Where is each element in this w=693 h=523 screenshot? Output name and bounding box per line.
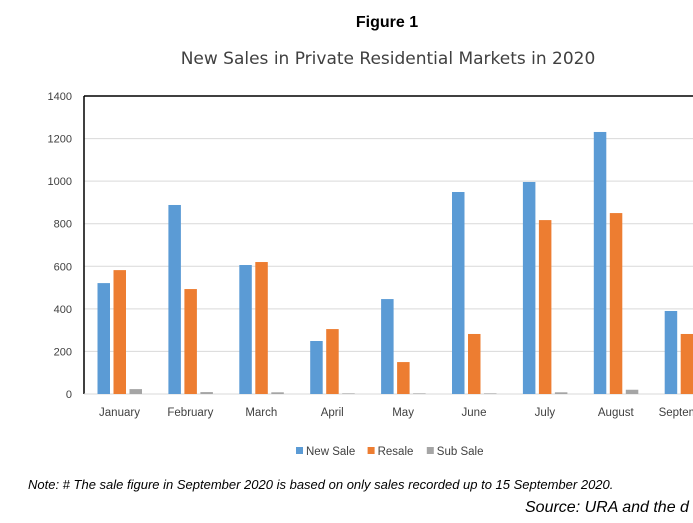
bar-sub-sale-august bbox=[625, 389, 639, 394]
bar-new-sale-july bbox=[522, 181, 536, 394]
bar-resale-january bbox=[113, 270, 126, 394]
x-tick-label: February bbox=[167, 407, 213, 419]
x-tick-label: January bbox=[99, 407, 140, 419]
y-tick-label: 1400 bbox=[48, 91, 72, 103]
bar-new-sale-june bbox=[452, 191, 465, 394]
y-tick-label: 1200 bbox=[48, 134, 72, 146]
bar-sub-sale-may bbox=[413, 393, 426, 394]
bar-resale-july bbox=[538, 220, 552, 394]
bar-new-sale-august bbox=[593, 131, 607, 395]
source-text: Source: URA and the d bbox=[525, 499, 690, 516]
bar-resale-september bbox=[680, 333, 693, 394]
x-tick-label: May bbox=[392, 407, 414, 419]
bar-sub-sale-january bbox=[129, 389, 142, 394]
bar-new-sale-april bbox=[310, 340, 323, 394]
bar-sub-sale-february bbox=[200, 392, 213, 394]
legend-label: Resale bbox=[378, 446, 414, 458]
bar-resale-february bbox=[184, 289, 197, 394]
x-tick-label: April bbox=[321, 407, 344, 419]
bar-new-sale-january bbox=[97, 283, 110, 394]
legend-label: New Sale bbox=[306, 446, 355, 458]
x-tick-label: March bbox=[245, 407, 277, 419]
y-tick-label: 200 bbox=[54, 346, 72, 358]
bar-new-sale-may bbox=[381, 299, 394, 394]
y-tick-label: 400 bbox=[54, 304, 72, 316]
bar-new-sale-september bbox=[664, 310, 678, 394]
y-tick-label: 600 bbox=[54, 261, 72, 273]
legend-swatch bbox=[367, 447, 375, 454]
figure-label: Figure 1 bbox=[356, 14, 418, 31]
legend-swatch bbox=[426, 447, 434, 454]
legend-label: Sub Sale bbox=[437, 446, 484, 458]
y-tick-label: 800 bbox=[54, 219, 72, 231]
bar-new-sale-march bbox=[239, 265, 252, 394]
x-tick-label: September bbox=[659, 407, 693, 419]
bar-new-sale-february bbox=[168, 204, 181, 394]
bar-sub-sale-april bbox=[342, 393, 355, 394]
bar-sub-sale-march bbox=[271, 392, 284, 394]
x-tick-label: August bbox=[598, 407, 635, 419]
chart-title: New Sales in Private Residential Markets… bbox=[181, 49, 596, 69]
bar-resale-march bbox=[255, 262, 268, 394]
x-tick-label: June bbox=[462, 407, 487, 419]
bar-resale-april bbox=[326, 329, 339, 394]
bar-resale-may bbox=[397, 362, 410, 394]
note-text: Note: # The sale figure in September 202… bbox=[28, 477, 613, 492]
bar-resale-june bbox=[468, 333, 481, 394]
x-tick-label: July bbox=[535, 407, 556, 419]
bar-sub-sale-june bbox=[484, 393, 497, 394]
y-tick-label: 1000 bbox=[48, 176, 72, 188]
legend-swatch bbox=[296, 447, 303, 454]
bar-sub-sale-july bbox=[554, 392, 568, 394]
bar-resale-august bbox=[609, 213, 623, 394]
y-tick-label: 0 bbox=[66, 389, 72, 401]
